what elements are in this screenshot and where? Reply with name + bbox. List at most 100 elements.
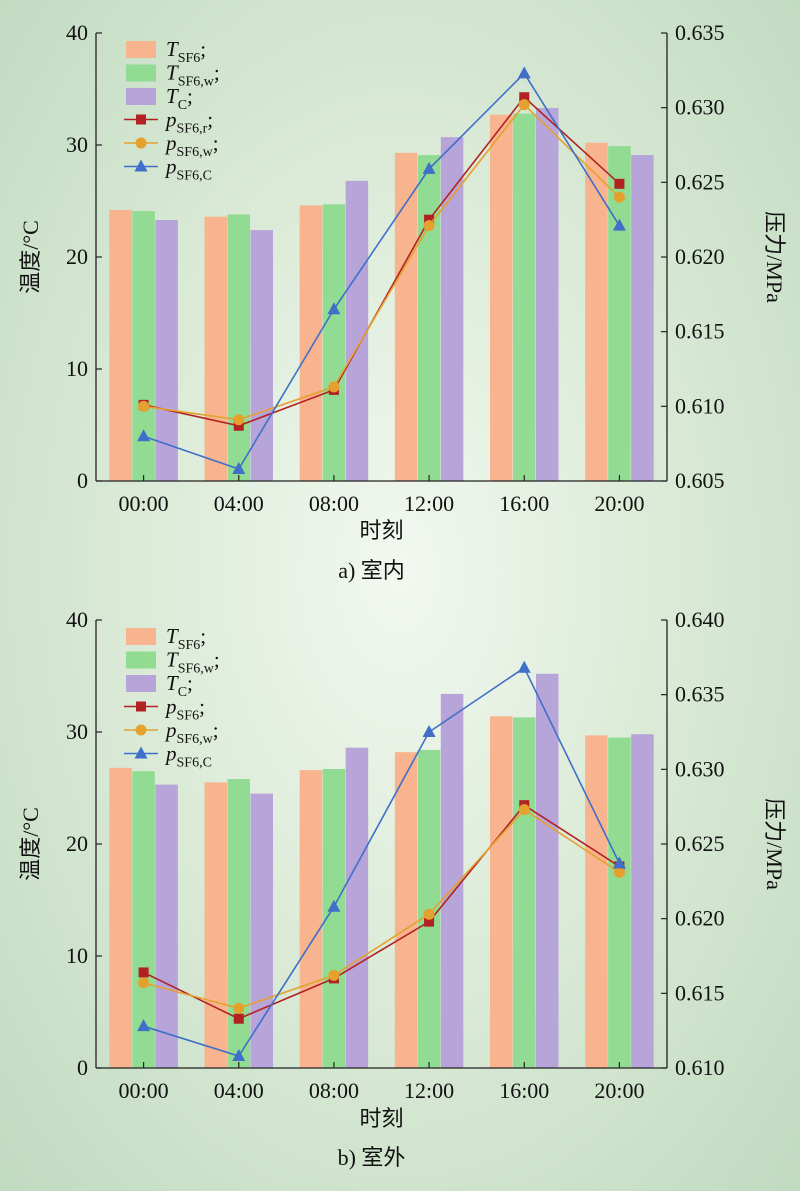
- line-p_SF6,C: [143, 666, 621, 1057]
- legend-label: pSF6,C: [164, 742, 212, 771]
- bar-T_SF6,w-12:00: [417, 155, 441, 481]
- legend-label-suffix: ;: [200, 37, 206, 61]
- line-p_SF6,C: [143, 72, 621, 471]
- bar-T_SF6-08:00: [299, 770, 323, 1068]
- legend-label-sub: SF6,w: [177, 145, 214, 160]
- point-p_SF6,C-00:00: [137, 1019, 151, 1032]
- y-tick-label: 20: [66, 244, 88, 269]
- bar-T_SF6,w-04:00: [227, 214, 250, 481]
- x-tick-label: 16:00: [499, 491, 549, 516]
- legend-label-main: p: [164, 108, 177, 132]
- bar-T_SF6-20:00: [585, 735, 608, 1068]
- y-tick-label: 0: [77, 1055, 88, 1080]
- legend-item-p_SF6,w: pSF6,w;: [124, 718, 219, 747]
- line-p_SF6: [143, 804, 620, 1020]
- legend-label-suffix: ;: [213, 718, 219, 742]
- bar-T_SF6,w-00:00: [132, 211, 155, 481]
- legend-label-main: T: [166, 624, 179, 648]
- point-p_SF6,w-04:00: [233, 1002, 245, 1014]
- legend-swatch: [126, 628, 156, 645]
- x-tick-label: 00:00: [119, 491, 169, 516]
- bar-T_SF6,w-16:00: [513, 113, 536, 481]
- point-p_SF6-04:00: [233, 1013, 244, 1024]
- legend-label-main: p: [164, 718, 177, 742]
- legend-label-sub: SF6: [177, 709, 200, 724]
- legend-label-main: T: [166, 37, 179, 61]
- y2-tick-label: 0.640: [675, 607, 725, 632]
- legend-label-main: p: [164, 742, 177, 766]
- y2-tick-label: 0.615: [675, 319, 725, 344]
- point-p_SF6,r-20:00: [614, 178, 625, 189]
- legend-label-sub: SF6,C: [177, 756, 212, 771]
- legend-label-main: p: [164, 155, 177, 179]
- legend-swatch: [126, 651, 156, 669]
- legend-label-main: T: [166, 648, 179, 672]
- legend-marker: [134, 159, 148, 172]
- bar-T_C-08:00: [345, 180, 369, 481]
- y-tick-label: 10: [66, 356, 88, 381]
- bar-T_SF6-00:00: [109, 767, 132, 1068]
- legend-item-T_C: TC;: [126, 671, 193, 700]
- legend-label-sub: C: [178, 685, 187, 700]
- bar-T_C-04:00: [250, 793, 273, 1068]
- point-p_SF6,w-20:00: [613, 191, 625, 203]
- legend-item-T_C: TC;: [126, 84, 193, 113]
- bar-T_SF6,w-04:00: [227, 779, 250, 1068]
- point-p_SF6-00:00: [138, 967, 149, 978]
- y2-tick-label: 0.605: [675, 468, 725, 493]
- bar-T_SF6,w-08:00: [322, 204, 346, 482]
- legend-label-sub: SF6,C: [177, 169, 212, 184]
- point-p_SF6,C-08:00: [327, 899, 341, 912]
- bar-T_C-12:00: [440, 693, 464, 1068]
- point-p_SF6,w-20:00: [613, 866, 625, 878]
- bar-T_C-04:00: [250, 230, 273, 481]
- bar-T_C-12:00: [440, 137, 464, 481]
- y2-tick-label: 0.610: [675, 393, 725, 418]
- x-tick-label: 00:00: [119, 1078, 169, 1103]
- legend: TSF6;TSF6,w;TC;pSF6;pSF6,w;pSF6,C: [124, 624, 220, 771]
- x-tick-label: 04:00: [214, 491, 264, 516]
- legend-swatch: [126, 675, 156, 692]
- y2-tick-label: 0.620: [675, 244, 725, 269]
- bar-T_C-20:00: [631, 155, 654, 481]
- point-p_SF6,C-20:00: [612, 218, 626, 231]
- legend-item-p_SF6,w: pSF6,w;: [124, 131, 219, 160]
- x-axis-title: 时刻: [359, 518, 403, 543]
- legend-label: TC;: [166, 671, 193, 700]
- y2-tick-label: 0.610: [675, 1055, 725, 1080]
- bar-T_SF6-04:00: [204, 216, 227, 481]
- point-p_SF6,C-00:00: [137, 429, 151, 442]
- y2-tick-label: 0.625: [675, 831, 725, 856]
- legend: TSF6;TSF6,w;TC;pSF6,r;pSF6,w;pSF6,C: [124, 37, 220, 184]
- bar-T_SF6,w-00:00: [132, 771, 155, 1068]
- legend-label-main: T: [166, 671, 179, 695]
- y-tick-label: 30: [66, 132, 88, 157]
- bar-T_SF6-16:00: [490, 716, 513, 1068]
- x-tick-label: 20:00: [594, 491, 644, 516]
- legend-marker: [135, 137, 147, 149]
- y-tick-label: 40: [66, 20, 88, 45]
- y2-tick-label: 0.635: [675, 20, 725, 45]
- legend-label: TSF6;: [166, 624, 206, 653]
- legend-label-main: T: [166, 84, 179, 108]
- bar-T_C-16:00: [536, 108, 559, 481]
- legend-label: TC;: [166, 84, 193, 113]
- legend-marker: [134, 746, 148, 759]
- point-p_SF6,w-00:00: [138, 977, 150, 989]
- y2-tick-label: 0.615: [675, 980, 725, 1005]
- y2-tick-label: 0.620: [675, 906, 725, 931]
- point-p_SF6,w-16:00: [518, 804, 530, 816]
- y2-tick-label: 0.625: [675, 169, 725, 194]
- point-p_SF6,r-16:00: [519, 92, 530, 103]
- legend-label-suffix: ;: [214, 61, 220, 85]
- legend-label-sub: SF6: [178, 638, 201, 653]
- bar-T_SF6,w-08:00: [322, 768, 346, 1068]
- legend-label-suffix: ;: [200, 624, 206, 648]
- point-p_SF6,C-20:00: [612, 856, 626, 869]
- x-tick-label: 12:00: [404, 491, 454, 516]
- y-tick-label: 30: [66, 719, 88, 744]
- legend-label: pSF6,C: [164, 155, 212, 184]
- legend-label-suffix: ;: [187, 671, 193, 695]
- legend-label-sub: SF6,w: [177, 732, 214, 747]
